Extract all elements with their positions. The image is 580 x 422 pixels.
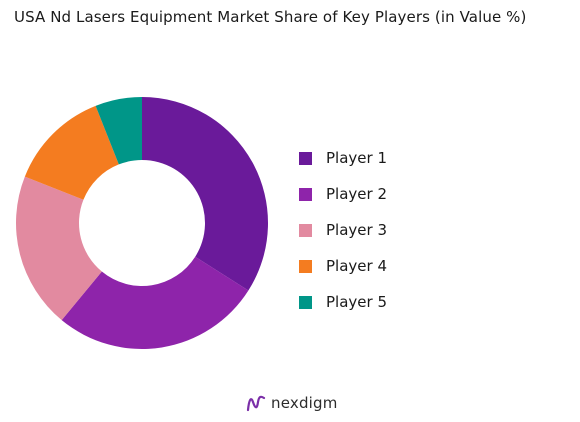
brand-footer: nexdigm [245, 392, 338, 414]
slice-player-2 [61, 256, 249, 349]
legend-label: Player 4 [326, 257, 387, 275]
brand-name: nexdigm [271, 394, 338, 412]
slice-player-5 [95, 97, 142, 165]
chart-title: USA Nd Lasers Equipment Market Share of … [14, 8, 527, 26]
legend-swatch [299, 295, 312, 309]
legend-label: Player 5 [326, 293, 387, 311]
legend-label: Player 1 [326, 149, 387, 167]
legend-swatch [299, 187, 312, 201]
legend-label: Player 2 [326, 185, 387, 203]
legend: Player 1 Player 2 Player 3 Player 4 Player 5 [299, 140, 387, 320]
slice-player-4 [24, 105, 119, 200]
legend-item: Player 5 [299, 284, 387, 320]
legend-label: Player 3 [326, 221, 387, 239]
nexdigm-logo-icon [246, 395, 266, 412]
slices-group [15, 97, 269, 349]
legend-item: Player 2 [299, 176, 387, 212]
legend-swatch [299, 259, 312, 273]
slice-player-3 [15, 176, 102, 321]
legend-item: Player 4 [299, 248, 387, 284]
slice-player-1 [142, 97, 269, 291]
legend-item: Player 1 [299, 140, 387, 176]
legend-item: Player 3 [299, 212, 387, 248]
legend-swatch [299, 223, 312, 237]
legend-swatch [299, 151, 312, 165]
